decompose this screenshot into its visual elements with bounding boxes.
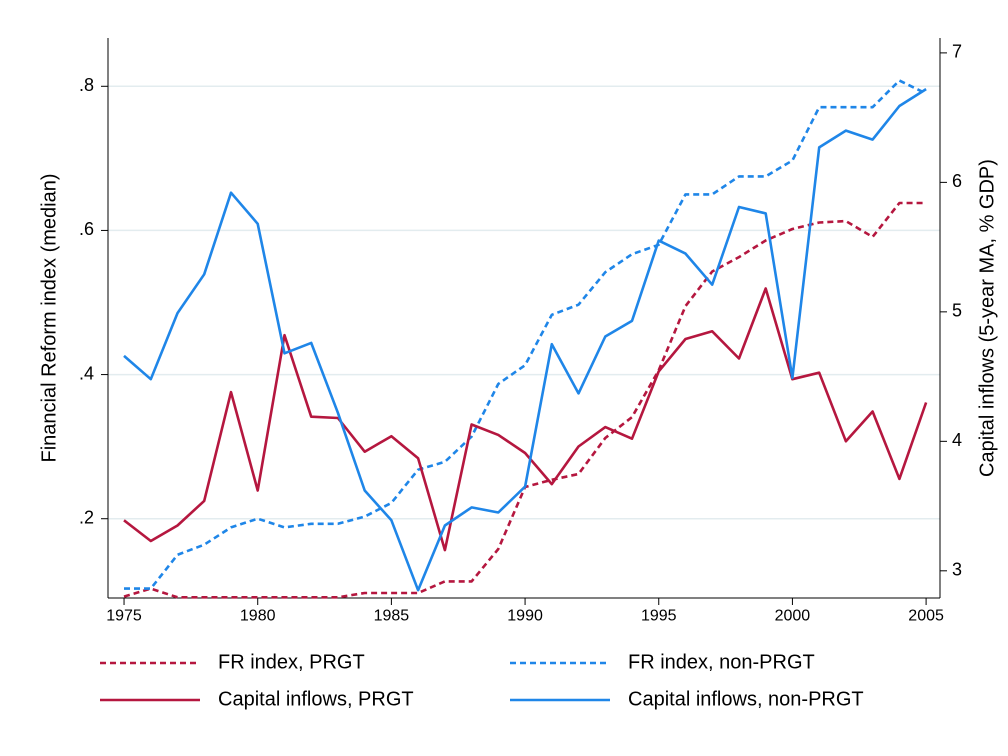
- y2-tick-label: 4: [952, 430, 962, 450]
- y-tick-label: .4: [79, 363, 94, 383]
- x-tick-label: 1980: [240, 607, 276, 624]
- x-tick-label: 1990: [507, 607, 543, 624]
- x-tick-label: 2005: [908, 607, 944, 624]
- y-tick-label: .2: [79, 507, 94, 527]
- legend-label: Capital inflows, PRGT: [218, 688, 414, 710]
- y2-axis-title: Capital inflows (5-year MA, % GDP): [976, 159, 998, 477]
- series-line: [123, 287, 928, 552]
- x-tick-label: 1985: [374, 607, 410, 624]
- x-tick-label: 1995: [641, 607, 677, 624]
- legend-label: FR index, PRGT: [218, 651, 365, 673]
- y2-tick-label: 5: [952, 301, 962, 321]
- series-line: [123, 88, 927, 592]
- y2-tick-label: 7: [952, 42, 962, 62]
- x-tick-label: 2000: [775, 607, 811, 624]
- y-axis-title: Financial Reform index (median): [38, 173, 60, 462]
- y2-tick-label: 6: [952, 171, 962, 191]
- x-tick-label: 1975: [106, 607, 142, 624]
- legend-label: Capital inflows, non-PRGT: [628, 688, 864, 710]
- legend-label: FR index, non-PRGT: [628, 651, 815, 673]
- y-tick-label: .6: [79, 219, 94, 239]
- y2-tick-label: 3: [952, 560, 962, 580]
- y-tick-label: .8: [79, 75, 94, 95]
